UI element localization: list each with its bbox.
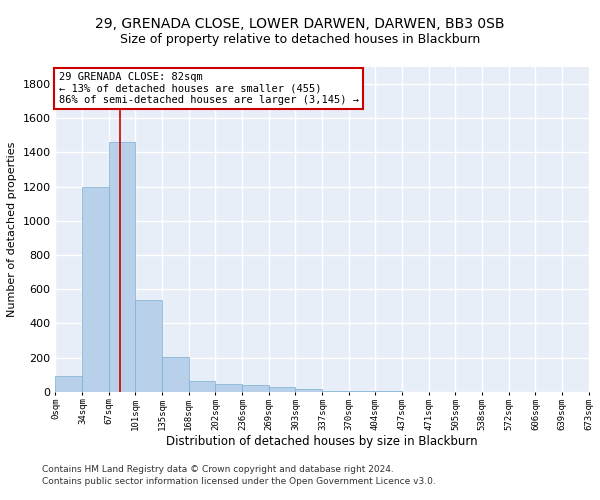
Y-axis label: Number of detached properties: Number of detached properties bbox=[7, 142, 17, 317]
Bar bbox=[215, 384, 242, 392]
Text: 29, GRENADA CLOSE, LOWER DARWEN, DARWEN, BB3 0SB: 29, GRENADA CLOSE, LOWER DARWEN, DARWEN,… bbox=[95, 18, 505, 32]
Bar bbox=[376, 391, 401, 392]
Bar bbox=[269, 387, 295, 392]
Text: Contains HM Land Registry data © Crown copyright and database right 2024.: Contains HM Land Registry data © Crown c… bbox=[42, 466, 394, 474]
Bar bbox=[136, 300, 163, 392]
Bar bbox=[295, 389, 322, 392]
Bar bbox=[188, 380, 215, 392]
X-axis label: Distribution of detached houses by size in Blackburn: Distribution of detached houses by size … bbox=[166, 435, 478, 448]
Text: Size of property relative to detached houses in Blackburn: Size of property relative to detached ho… bbox=[120, 32, 480, 46]
Bar bbox=[163, 356, 188, 392]
Bar bbox=[242, 386, 269, 392]
Bar bbox=[349, 391, 376, 392]
Bar bbox=[109, 142, 136, 392]
Bar bbox=[322, 391, 349, 392]
Bar bbox=[82, 186, 109, 392]
Text: Contains public sector information licensed under the Open Government Licence v3: Contains public sector information licen… bbox=[42, 477, 436, 486]
Bar bbox=[55, 376, 82, 392]
Text: 29 GRENADA CLOSE: 82sqm
← 13% of detached houses are smaller (455)
86% of semi-d: 29 GRENADA CLOSE: 82sqm ← 13% of detache… bbox=[59, 72, 359, 106]
